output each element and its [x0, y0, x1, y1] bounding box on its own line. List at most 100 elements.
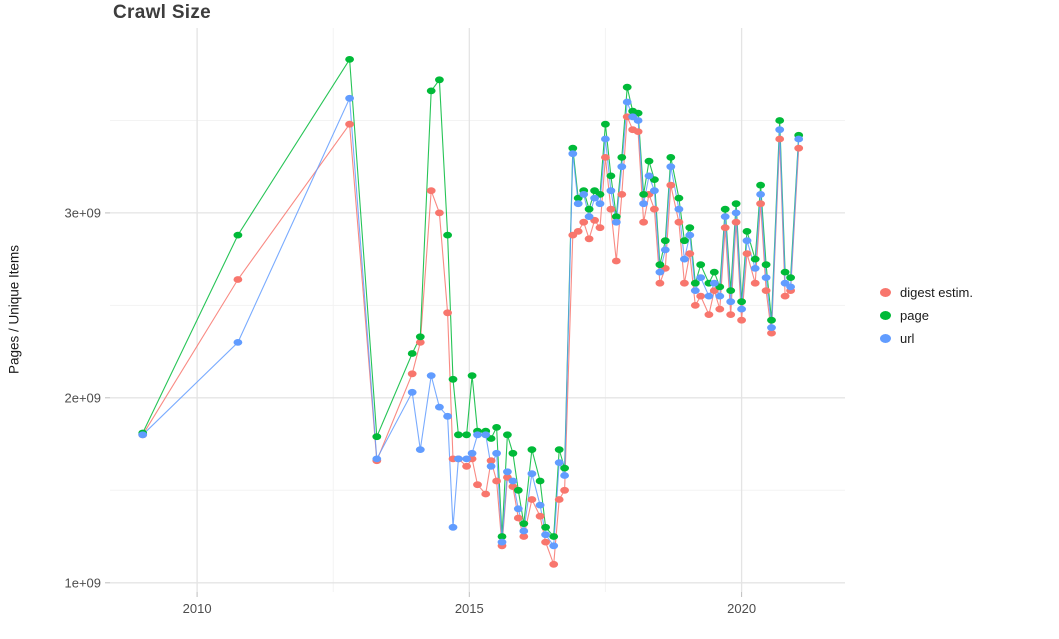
point-url — [726, 298, 736, 306]
point-page — [448, 375, 458, 383]
point-url — [639, 200, 648, 208]
point-digest-estim — [579, 218, 589, 226]
point-url — [467, 449, 477, 457]
point-digest-estim — [690, 302, 700, 309]
point-url — [473, 431, 482, 439]
point-page — [462, 431, 471, 439]
point-url — [492, 449, 501, 457]
point-page — [560, 464, 569, 472]
point-page — [513, 486, 523, 494]
point-url — [666, 163, 676, 171]
point-url — [568, 150, 578, 158]
point-digest-estim — [611, 257, 621, 265]
point-url — [715, 292, 725, 300]
point-url — [554, 459, 564, 466]
point-digest-estim — [535, 512, 545, 520]
point-url — [650, 187, 659, 195]
point-page — [685, 224, 695, 232]
point-url — [690, 287, 700, 294]
legend-item-url: url — [880, 330, 973, 346]
point-url — [622, 98, 632, 106]
point-page — [666, 154, 676, 161]
point-digest-estim — [345, 120, 354, 128]
point-page — [467, 372, 477, 379]
legend-item-digest-estim: digest estim. — [880, 284, 973, 300]
point-digest-estim — [794, 144, 804, 152]
point-digest-estim — [704, 311, 714, 318]
point-page — [527, 446, 537, 453]
point-url — [737, 305, 746, 313]
point-page — [750, 255, 760, 263]
x-tick-label: 2010 — [183, 601, 212, 616]
point-digest-estim — [685, 250, 695, 257]
point-digest-estim — [633, 128, 643, 136]
point-page — [415, 333, 425, 341]
point-url — [794, 135, 804, 143]
point-page — [639, 191, 648, 198]
point-digest-estim — [726, 311, 736, 318]
point-page — [674, 194, 684, 202]
point-digest-estim — [513, 514, 523, 522]
point-digest-estim — [606, 205, 616, 213]
legend-label-digest-estim: digest estim. — [900, 284, 973, 300]
point-page — [775, 117, 785, 124]
point-url — [680, 255, 689, 263]
point-digest-estim — [731, 218, 741, 226]
point-page — [742, 228, 752, 235]
legend-dot-url — [880, 333, 891, 343]
point-url — [709, 279, 719, 287]
point-url — [435, 403, 444, 411]
point-url — [486, 462, 496, 470]
point-url — [584, 213, 594, 221]
point-url — [750, 265, 760, 272]
point-page — [617, 154, 627, 161]
point-page — [435, 76, 444, 84]
point-digest-estim — [541, 538, 550, 546]
legend-label-page: page — [900, 307, 929, 323]
point-digest-estim — [666, 181, 676, 189]
point-url — [503, 468, 512, 476]
point-url — [720, 213, 730, 221]
point-digest-estim — [407, 370, 417, 378]
point-url — [462, 455, 471, 463]
point-url — [549, 542, 559, 550]
point-url — [345, 94, 354, 102]
point-url — [443, 412, 452, 420]
point-url — [761, 274, 771, 281]
point-page — [622, 83, 632, 91]
point-page — [535, 477, 545, 485]
point-digest-estim — [761, 287, 771, 294]
point-digest-estim — [554, 496, 564, 503]
point-page — [345, 56, 354, 63]
point-digest-estim — [435, 209, 444, 217]
point-url — [611, 218, 621, 226]
point-digest-estim — [720, 224, 730, 232]
point-digest-estim — [443, 309, 452, 317]
point-digest-estim — [233, 276, 243, 283]
point-digest-estim — [462, 462, 471, 470]
y-tick-label: 3e+09 — [64, 205, 101, 220]
point-page — [541, 523, 550, 531]
point-page — [568, 144, 578, 152]
point-digest-estim — [560, 486, 569, 494]
point-page — [690, 279, 700, 287]
point-url — [372, 455, 382, 463]
point-page — [709, 268, 719, 276]
point-url — [767, 324, 776, 331]
legend-dot-digest-estim — [880, 287, 891, 297]
point-page — [601, 120, 610, 128]
point-page — [606, 172, 616, 180]
point-url — [786, 283, 795, 291]
point-digest-estim — [595, 224, 605, 232]
point-digest-estim — [742, 250, 752, 257]
point-digest-estim — [426, 187, 436, 195]
point-digest-estim — [473, 481, 482, 489]
point-url — [448, 523, 458, 531]
point-digest-estim — [415, 339, 425, 346]
legend-item-page: page — [880, 307, 973, 323]
point-url — [655, 268, 665, 276]
point-digest-estim — [486, 457, 496, 465]
point-url — [731, 209, 741, 217]
point-url — [497, 538, 507, 546]
point-url — [579, 191, 589, 198]
